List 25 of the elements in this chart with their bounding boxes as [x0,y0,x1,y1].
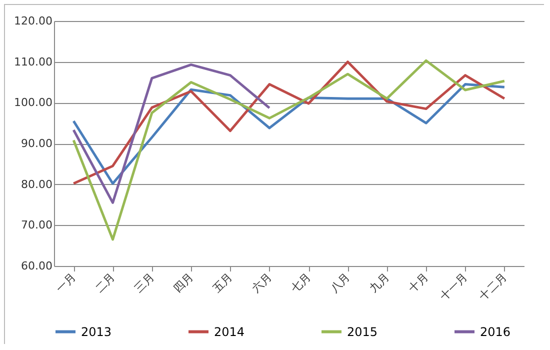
legend-label: 2014 [214,324,245,339]
line-series [72,59,506,241]
x-tick-label: 七月 [288,270,314,296]
x-tick-label: 十二月 [476,270,510,304]
y-tick-label: 70.00 [21,218,52,232]
x-tick-label: 四月 [171,270,196,296]
legend-label: 2013 [81,324,112,339]
legend-label: 2015 [347,324,378,339]
x-tick-label: 二月 [92,270,118,296]
y-tick-label: 60.00 [21,260,52,272]
x-tick-label: 十一月 [437,270,470,304]
x-tick-label: 三月 [132,270,157,296]
x-tick-label: 九月 [366,270,392,296]
x-tick-label: 五月 [210,270,235,296]
x-tick-label: 六月 [249,270,274,296]
x-tick-label: 一月 [54,270,78,296]
y-tick-label: 80.00 [21,178,52,191]
y-tick-label: 110.00 [14,55,52,68]
y-tick-label: 90.00 [21,137,52,150]
x-tick-label: 十月 [406,270,431,296]
x-tick-label: 八月 [328,270,352,296]
legend-label: 2016 [480,324,511,339]
y-tick-label: 120.00 [14,14,52,28]
line-series [72,63,271,204]
y-tick-label: 100.00 [14,96,52,110]
